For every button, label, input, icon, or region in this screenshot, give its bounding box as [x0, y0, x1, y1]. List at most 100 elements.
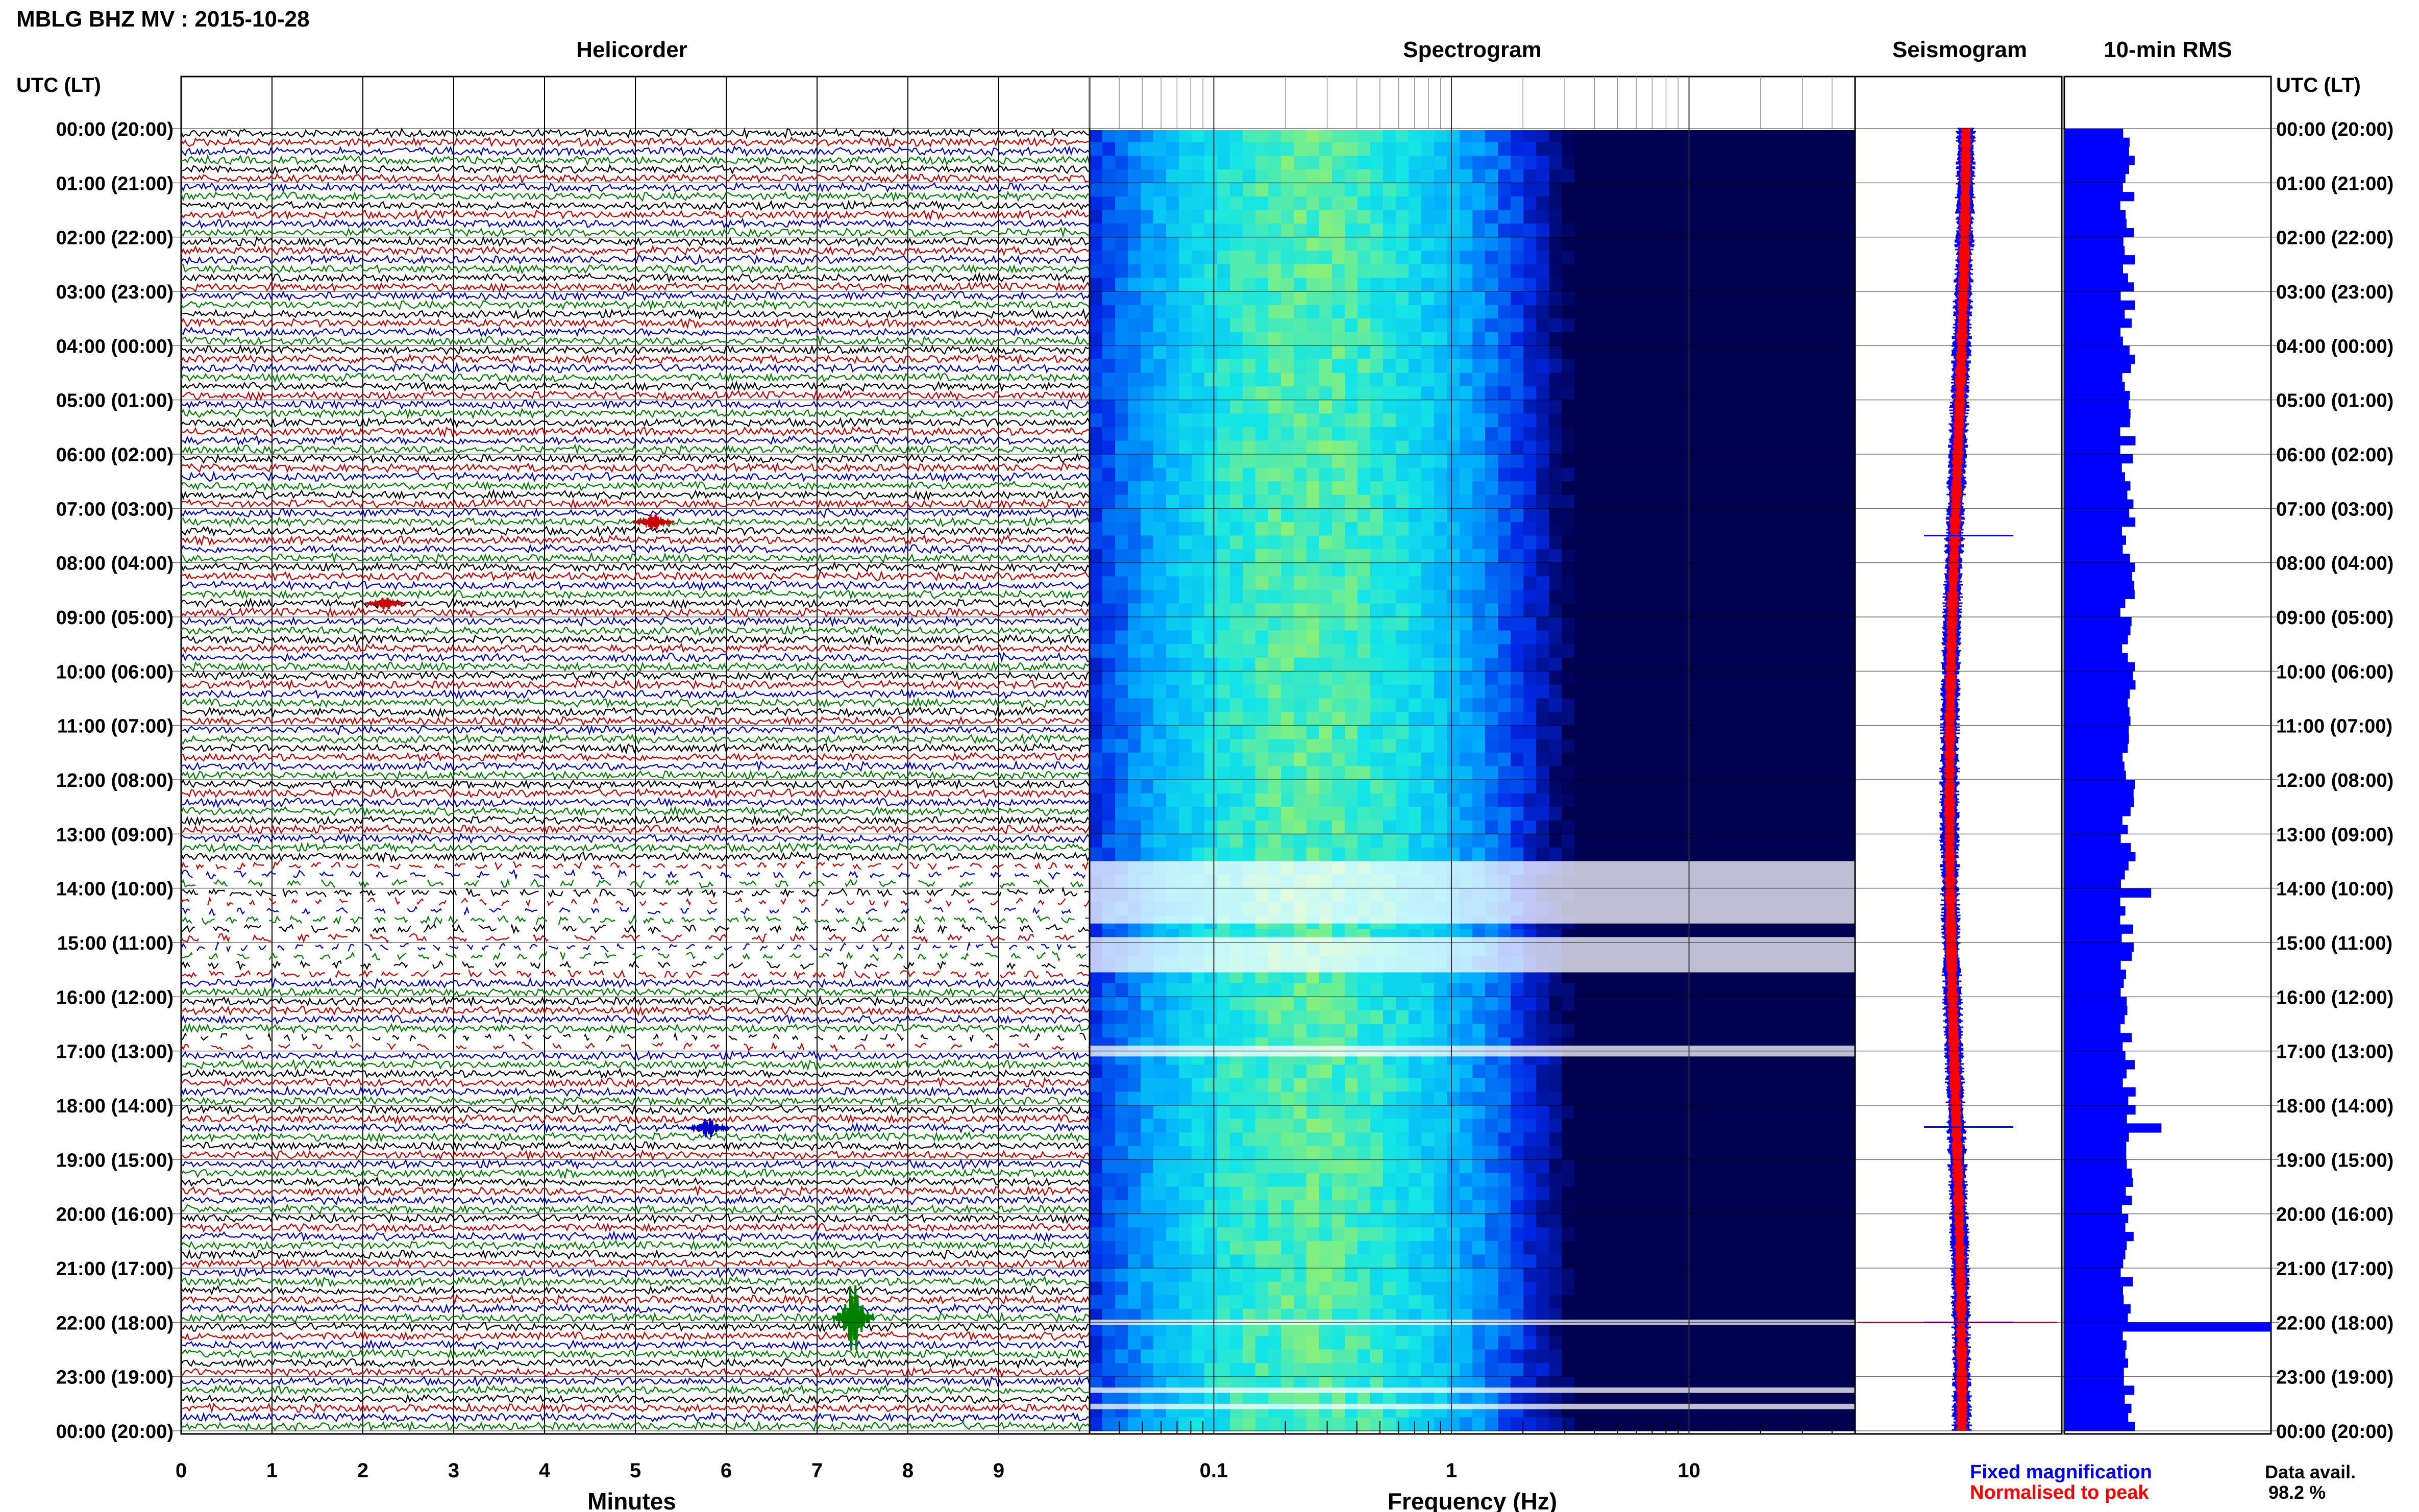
spectrogram-cell — [1294, 712, 1307, 726]
spectrogram-cell — [1740, 481, 1754, 495]
spectrogram-cell — [1817, 834, 1830, 848]
spectrogram-cell — [1702, 834, 1715, 848]
spectrogram-cell — [1842, 1159, 1855, 1174]
spectrogram-cell — [1715, 130, 1728, 143]
spectrogram-cell — [1141, 1010, 1154, 1025]
spectrogram-cell — [1383, 983, 1396, 997]
spectrogram-cell — [1460, 196, 1473, 211]
spectrogram-cell — [1204, 1213, 1218, 1228]
spectrogram-cell — [1689, 522, 1702, 536]
spectrogram-cell — [1613, 549, 1626, 563]
spectrogram-cell — [1600, 291, 1613, 306]
spectrogram-cell — [1217, 400, 1230, 414]
spectrogram-cell — [1689, 156, 1702, 170]
spectrogram-cell — [1141, 494, 1154, 509]
spectrogram-cell — [1166, 1024, 1179, 1038]
spectrogram-cell — [1460, 1078, 1473, 1092]
spectrogram-cell — [1141, 427, 1154, 441]
spectrogram-cell — [1702, 291, 1715, 306]
spectrogram-cell — [1294, 386, 1307, 401]
spectrogram-cell — [1153, 752, 1167, 766]
spectrogram-cell — [1804, 847, 1817, 862]
spectrogram-cell — [1804, 1186, 1817, 1201]
spectrogram-cell — [1498, 820, 1511, 834]
spectrogram-cell — [1740, 617, 1754, 631]
helicorder-x-tick-label: 9 — [993, 1459, 1004, 1482]
helicorder-trace — [181, 597, 1090, 609]
spectrogram-cell — [1727, 169, 1741, 183]
spectrogram-cell — [1243, 264, 1256, 278]
spectrogram-cell — [1830, 467, 1843, 482]
spectrogram-cell — [1128, 576, 1141, 590]
spectrogram-cell — [1115, 196, 1128, 211]
spectrogram-cell — [1345, 183, 1358, 197]
spectrogram-cell — [1434, 373, 1447, 387]
spectrogram-cell — [1383, 562, 1396, 577]
spectrogram-cell — [1230, 793, 1243, 807]
spectrogram-cell — [1804, 1010, 1817, 1025]
spectrogram-cell — [1115, 1132, 1128, 1147]
spectrogram-cell — [1255, 427, 1269, 441]
spectrogram-cell — [1319, 589, 1332, 604]
spectrogram-cell — [1804, 535, 1817, 550]
spectrogram-cell — [1255, 183, 1269, 197]
spectrogram-cell — [1523, 400, 1537, 414]
helicorder-trace — [181, 706, 1090, 718]
spectrogram-cell — [1243, 589, 1256, 604]
spectrogram-cell — [1779, 427, 1792, 441]
spectrogram-cell — [1460, 847, 1473, 862]
spectrogram-cell — [1676, 535, 1690, 550]
spectrogram-cell — [1306, 251, 1320, 265]
spectrogram-cell — [1485, 1132, 1498, 1147]
spectrogram-cell — [1498, 671, 1511, 685]
spectrogram-cell — [1460, 413, 1473, 428]
spectrogram-cell — [1409, 318, 1422, 333]
spectrogram-cell — [1230, 671, 1243, 685]
spectrogram-cell — [1562, 630, 1575, 645]
spectrogram-cell — [1357, 345, 1371, 360]
spectrogram-cell — [1268, 752, 1281, 766]
spectrogram-cell — [1153, 318, 1167, 333]
spectrogram-cell — [1625, 617, 1639, 631]
spectrogram-cell — [1817, 549, 1830, 563]
spectrogram-cell — [1804, 1159, 1817, 1174]
spectrogram-cell — [1549, 739, 1562, 753]
spectrogram-cell — [1243, 183, 1256, 197]
helicorder-trace — [181, 1222, 1090, 1233]
spectrogram-cell — [1460, 156, 1473, 170]
spectrogram-cell — [1141, 413, 1154, 428]
spectrogram-cell — [1791, 278, 1805, 292]
spectrogram-cell — [1676, 467, 1690, 482]
spectrogram-cell — [1255, 576, 1269, 590]
spectrogram-cell — [1179, 603, 1192, 617]
spectrogram-cell — [1357, 481, 1371, 495]
spectrogram-cell — [1613, 780, 1626, 794]
spectrogram-cell — [1779, 712, 1792, 726]
spectrogram-cell — [1702, 1064, 1715, 1079]
spectrogram-cell — [1791, 997, 1805, 1011]
spectrogram-cell — [1306, 780, 1320, 794]
spectrogram-cell — [1345, 508, 1358, 523]
spectrogram-cell — [1421, 847, 1435, 862]
spectrogram-cell — [1562, 576, 1575, 590]
spectrogram-cell — [1383, 766, 1396, 780]
spectrogram-cell — [1230, 386, 1243, 401]
spectrogram-cell — [1574, 373, 1588, 387]
spectrogram-cell — [1281, 210, 1294, 224]
spectrogram-cell — [1574, 305, 1588, 319]
spectrogram-cell — [1166, 847, 1179, 862]
spectrogram-cell — [1141, 1132, 1154, 1147]
spectrogram-cell — [1817, 997, 1830, 1011]
spectrogram-cell — [1562, 494, 1575, 509]
spectrogram-cell — [1817, 1024, 1830, 1038]
spectrogram-cell — [1204, 440, 1218, 455]
spectrogram-cell — [1511, 508, 1524, 523]
spectrogram-cell — [1613, 427, 1626, 441]
spectrogram-cell — [1664, 766, 1677, 780]
spectrogram-cell — [1574, 671, 1588, 685]
spectrogram-cell — [1179, 562, 1192, 577]
spectrogram-cell — [1204, 807, 1218, 821]
spectrogram-cell — [1281, 549, 1294, 563]
spectrogram-cell — [1804, 562, 1817, 577]
spectrogram-cell — [1600, 1010, 1613, 1025]
